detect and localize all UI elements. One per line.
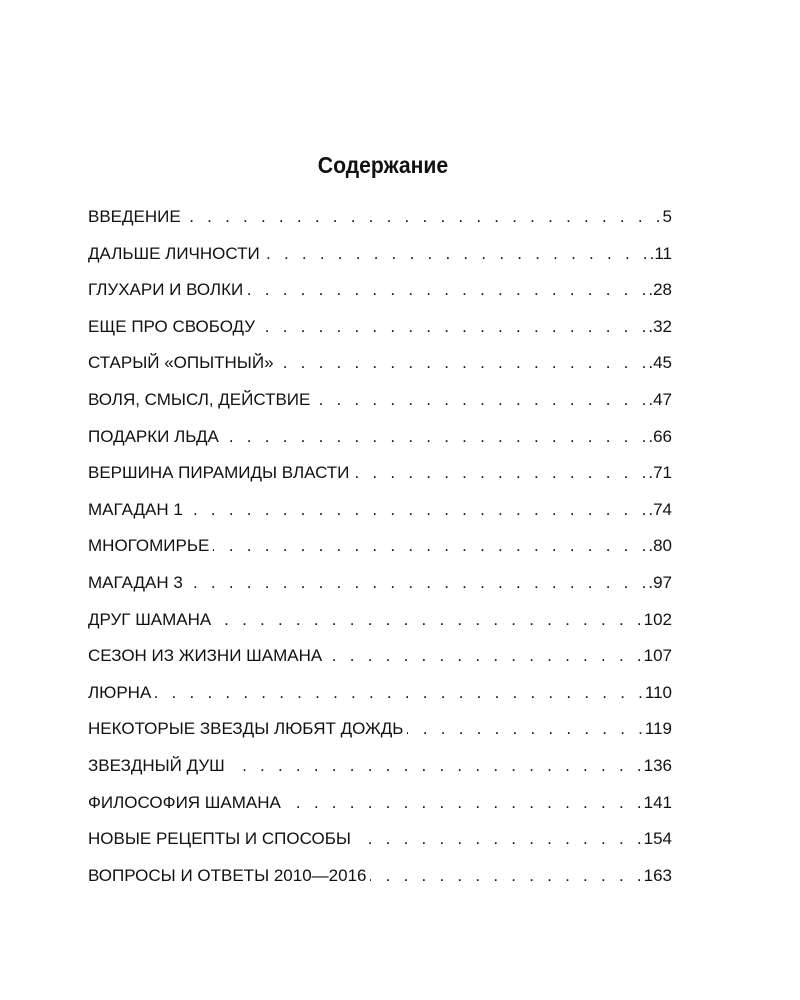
toc-entry[interactable]: НЕКОТОРЫЕ ЗВЕЗДЫ ЛЮБЯТ ДОЖДЬ 119	[88, 719, 672, 756]
toc-entry[interactable]: ДАЛЬШЕ ЛИЧНОСТИ .11	[88, 244, 672, 281]
toc-entry-title: ВОПРОСЫ И ОТВЕТЫ 2010—2016	[88, 865, 367, 885]
leader-dots	[370, 866, 641, 886]
toc-entry-page: .71	[648, 463, 672, 483]
toc-entry-title: ЗВЕЗДНЫЙ ДУШ	[88, 755, 225, 775]
toc-entry[interactable]: СЕЗОН ИЗ ЖИЗНИ ШАМАНА 107	[88, 646, 672, 683]
toc-entry-title: МАГАДАН 1	[88, 499, 183, 519]
toc-entry-page: 119	[644, 719, 672, 739]
toc-entry-title: ДРУГ ШАМАНА	[88, 609, 212, 629]
toc-entry[interactable]: ГЛУХАРИ И ВОЛКИ .28	[88, 280, 672, 317]
toc-entry[interactable]: МАГАДАН 1 .74	[88, 500, 672, 537]
toc-entry[interactable]: ПОДАРКИ ЛЬДА .66	[88, 427, 672, 464]
toc-entry-page: .28	[648, 280, 672, 300]
toc-entry-title: НЕКОТОРЫЕ ЗВЕЗДЫ ЛЮБЯТ ДОЖДЬ	[88, 719, 404, 739]
toc-entry[interactable]: ФИЛОСОФИЯ ШАМАНА 141	[88, 793, 672, 830]
toc-entry-page: .80	[648, 536, 672, 556]
toc-entry-page: .11	[649, 243, 672, 263]
leader-dots	[326, 646, 641, 666]
toc-entry[interactable]: ЗВЕЗДНЫЙ ДУШ 136	[88, 756, 672, 793]
leader-dots	[185, 207, 661, 227]
leader-dots	[215, 610, 641, 630]
toc-entry[interactable]: ВЕРШИНА ПИРАМИДЫ ВЛАСТИ .71	[88, 463, 672, 500]
toc-entry-title: СТАРЫЙ «ОПЫТНЫЙ»	[88, 353, 274, 373]
toc-entry-page: 102	[643, 609, 672, 629]
toc-entry[interactable]: ЕЩЕ ПРО СВОБОДУ .32	[88, 317, 672, 354]
toc-entry-page: .45	[648, 353, 672, 373]
toc-entry[interactable]: ВОПРОСЫ И ОТВЕТЫ 2010—2016 163	[88, 866, 672, 903]
toc-entry-page: .66	[648, 426, 672, 446]
toc-entry-title: ЛЮРНА	[88, 682, 152, 702]
toc-entry-page: 107	[643, 646, 672, 666]
toc-entry[interactable]: СТАРЫЙ «ОПЫТНЫЙ» .45	[88, 353, 672, 390]
toc-entry-title: ПОДАРКИ ЛЬДА	[88, 426, 219, 446]
leader-dots	[407, 719, 643, 739]
leader-dots	[247, 280, 646, 300]
leader-dots	[314, 390, 646, 410]
leader-dots	[285, 793, 642, 813]
toc-entry-title: МАГАДАН 3	[88, 572, 183, 592]
leader-dots	[278, 353, 647, 373]
toc-entry-page: 136	[643, 755, 672, 775]
toc-entry-page: .97	[648, 572, 672, 592]
toc-entry[interactable]: МАГАДАН 3 .97	[88, 573, 672, 610]
leader-dots	[355, 829, 642, 849]
toc-entry-title: ЕЩЕ ПРО СВОБОДУ	[88, 316, 256, 336]
leader-dots	[223, 427, 646, 447]
toc-entry[interactable]: ВВЕДЕНИЕ 5	[88, 207, 672, 244]
toc-entry-page: .74	[648, 499, 672, 519]
toc-entry[interactable]: ЛЮРНА 110	[88, 683, 672, 720]
leader-dots	[259, 317, 646, 337]
leader-dots	[187, 573, 647, 593]
toc-entry-title: СЕЗОН ИЗ ЖИЗНИ ШАМАНА	[88, 646, 323, 666]
toc-entry-title: ВВЕДЕНИЕ	[88, 207, 181, 226]
toc-entry-title: ДАЛЬШЕ ЛИЧНОСТИ	[88, 243, 260, 263]
toc-entry-page: 163	[643, 865, 672, 885]
leader-dots	[353, 463, 646, 483]
leader-dots	[187, 500, 647, 520]
toc-entry-title: ГЛУХАРИ И ВОЛКИ	[88, 280, 244, 300]
leader-dots	[229, 756, 642, 776]
toc-entry-page: 110	[644, 682, 672, 702]
toc-entry-title: ФИЛОСОФИЯ ШАМАНА	[88, 792, 281, 812]
toc-entry-page: .32	[648, 316, 672, 336]
toc-entry-title: МНОГОМИРЬЕ	[88, 536, 210, 556]
toc-entry-page: 141	[643, 792, 672, 812]
leader-dots	[155, 683, 643, 703]
toc-entry-page: 154	[643, 829, 672, 849]
page-title: Содержание	[317, 152, 449, 178]
toc-entry[interactable]: НОВЫЕ РЕЦЕПТЫ И СПОСОБЫ 154	[88, 829, 672, 866]
table-of-contents: ВВЕДЕНИЕ 5 ДАЛЬШЕ ЛИЧНОСТИ .11 ГЛУХАРИ И ВОЛ…	[88, 207, 672, 902]
toc-entry-title: ВЕРШИНА ПИРАМИДЫ ВЛАСТИ	[88, 463, 350, 483]
toc-entry-page: 5	[662, 207, 672, 226]
toc-entry[interactable]: ДРУГ ШАМАНА 102	[88, 610, 672, 647]
leader-dots	[213, 536, 646, 556]
toc-entry-title: НОВЫЕ РЕЦЕПТЫ И СПОСОБЫ	[88, 829, 351, 849]
leader-dots	[264, 244, 648, 264]
toc-entry[interactable]: МНОГОМИРЬЕ .80	[88, 536, 672, 573]
toc-entry[interactable]: ВОЛЯ, СМЫСЛ, ДЕЙСТВИЕ .47	[88, 390, 672, 427]
toc-entry-page: .47	[648, 389, 672, 409]
toc-entry-title: ВОЛЯ, СМЫСЛ, ДЕЙСТВИЕ	[88, 389, 311, 409]
